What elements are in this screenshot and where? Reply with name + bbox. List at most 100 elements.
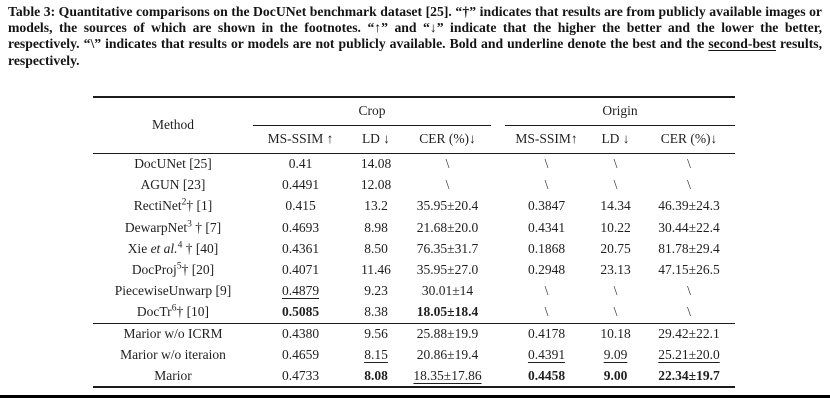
value-cell: 22.34±19.7 [658, 368, 720, 384]
value-cell: 0.4879 [281, 283, 320, 299]
header-ld-origin: LD ↓ [588, 125, 643, 154]
table-row: AGUN [23] 0.4491 12.08 \ \ \ \ [93, 174, 735, 195]
value-cell: \ [613, 155, 618, 171]
header-ld-crop: LD ↓ [348, 125, 404, 154]
method-label: PiecewiseUnwarp [9] [114, 283, 232, 299]
value-cell: 0.4341 [527, 219, 566, 235]
value-cell: 0.4458 [527, 368, 566, 384]
header-group-origin: Origin [505, 97, 735, 126]
results-table: Method Crop Origin MS-SSIM ↑ LD ↓ CER (%… [93, 96, 735, 389]
value-cell: 0.4178 [505, 322, 588, 345]
value-cell: 18.35±17.86 [413, 368, 482, 384]
value-cell: 25.21±20.0 [658, 347, 720, 363]
value-cell: 14.08 [360, 155, 392, 171]
method-label: RectiNet [133, 198, 182, 214]
method-label: † [10] [176, 304, 210, 320]
value-cell: 20.86±19.4 [416, 347, 479, 363]
value-cell: \ [687, 304, 691, 320]
caption-text-before: Table 3: Quantitative comparisons on the… [8, 4, 822, 52]
value-cell: \ [613, 304, 618, 320]
value-cell: 0.41 [288, 155, 313, 171]
table-row: DewarpNet3 † [7] 0.4693 8.98 21.68±20.0 0.43… [93, 217, 735, 238]
method-label: Xie [127, 240, 151, 256]
value-cell: 0.3847 [527, 198, 566, 214]
page-divider-rule [0, 395, 830, 398]
header-column-gap [491, 125, 505, 154]
column-gap [491, 196, 505, 217]
value-cell: \ [445, 155, 450, 171]
value-cell: 10.22 [600, 219, 631, 235]
value-cell: 8.15 [364, 347, 388, 363]
value-cell: 21.68±20.0 [416, 219, 479, 235]
table-row: Marior w/o ICRM 0.4380 9.56 25.88±19.9 0.417… [93, 322, 735, 345]
caption-underlined-term: second-best [708, 36, 777, 52]
method-label: Marior [154, 368, 192, 384]
value-cell: 0.5085 [281, 304, 320, 320]
method-cell: Marior [93, 366, 253, 387]
value-cell: 35.95±20.4 [416, 198, 479, 214]
value-cell: 12.08 [360, 176, 392, 192]
method-label: DocTr [136, 304, 172, 320]
method-superscript: 4 [177, 240, 183, 251]
value-cell: 30.44±22.4 [658, 219, 720, 235]
method-label: Marior w/o iteraion [120, 347, 226, 363]
method-cell: Marior w/o iteraion [93, 345, 253, 366]
method-label: † [20] [181, 262, 215, 278]
value-cell: 0.4071 [281, 262, 320, 278]
value-cell: 0.1868 [527, 240, 566, 256]
value-cell: 0.4391 [527, 347, 566, 363]
value-cell: 0.4693 [281, 219, 320, 235]
method-cell: Xie et al.4 † [40] [93, 238, 253, 259]
value-cell: 13.2 [364, 198, 388, 214]
method-label: † [1] [186, 198, 213, 214]
header-method: Method [93, 97, 253, 154]
value-cell: 47.15±26.5 [658, 262, 720, 278]
method-cell: DocTr6† [10] [93, 302, 253, 323]
value-cell: 30.01±14 [421, 283, 474, 299]
value-cell: 35.95±27.0 [416, 262, 479, 278]
method-superscript: 5 [176, 261, 182, 272]
value-cell: \ [445, 176, 450, 192]
value-cell: 14.34 [600, 198, 631, 214]
value-cell: 0.4491 [281, 176, 320, 192]
column-gap [491, 345, 505, 366]
table-row: Marior 0.4733 8.08 18.35±17.86 0.4458 9.00 22.… [93, 366, 735, 387]
value-cell: 0.4361 [281, 240, 320, 256]
value-cell: \ [687, 283, 691, 299]
header-cer-crop: CER (%)↓ [404, 125, 491, 154]
column-gap [491, 366, 505, 387]
value-cell: 8.08 [364, 368, 388, 384]
column-gap [491, 259, 505, 280]
value-cell: \ [687, 176, 691, 192]
column-gap [491, 153, 505, 174]
header-metric-row: MS-SSIM ↑ LD ↓ CER (%)↓ MS-SSIM↑ LD ↓ CE… [93, 125, 735, 154]
method-label: DocUNet [25] [134, 155, 212, 171]
table-row: PiecewiseUnwarp [9] 0.4879 9.23 30.01±14 \ \ \ [93, 281, 735, 302]
method-label: Marior w/o ICRM [123, 326, 223, 342]
header-ms-ssim-origin: MS-SSIM↑ [505, 125, 588, 154]
method-label: DocProj [131, 262, 177, 278]
column-gap [491, 302, 505, 323]
value-cell: 20.75 [600, 240, 631, 256]
value-cell: \ [613, 176, 618, 192]
value-cell: 18.05±18.4 [416, 304, 479, 320]
value-cell: 81.78±29.4 [658, 240, 720, 256]
header-ms-ssim-crop: MS-SSIM ↑ [253, 125, 348, 154]
value-cell: 46.39±24.3 [658, 198, 720, 214]
method-cell: PiecewiseUnwarp [9] [93, 281, 253, 302]
value-cell: 9.56 [348, 322, 404, 345]
method-label: et al. [150, 240, 178, 256]
value-cell: 23.13 [600, 262, 631, 278]
table-row: Marior w/o iteraion 0.4659 8.15 20.86±19.4 0… [93, 345, 735, 366]
method-label: † [40] [182, 240, 219, 256]
value-cell: 0.2948 [527, 262, 566, 278]
value-cell: 9.00 [603, 368, 628, 384]
value-cell: \ [613, 283, 618, 299]
header-cer-origin: CER (%)↓ [643, 125, 735, 154]
value-cell: 11.46 [361, 262, 391, 278]
column-gap [491, 217, 505, 238]
value-cell: \ [544, 304, 549, 320]
value-cell: 0.415 [285, 198, 316, 214]
value-cell: \ [687, 155, 691, 171]
value-cell: 8.50 [364, 240, 388, 256]
